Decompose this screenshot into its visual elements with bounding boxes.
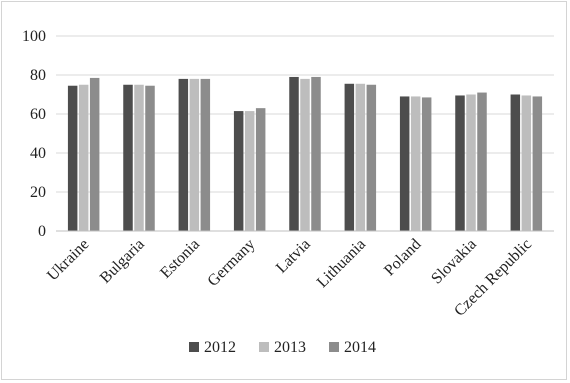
bar-2012-latvia [289,76,299,231]
bar-2012-lithuania [344,83,355,232]
bar-2013-estonia [189,78,200,232]
y-tick-label: 20 [30,184,46,201]
x-category-label: Lithuania [314,236,369,291]
bar-2012-poland [399,96,410,231]
legend-label-2014: 2014 [344,339,376,356]
y-tick-label: 60 [30,106,46,123]
bar-2013-slovakia [466,94,476,231]
x-category-label: Slovakia [428,236,480,288]
bar-2012-germany [233,111,244,231]
bar-2013-lithuania [355,83,366,232]
bar-2012-slovakia [455,95,465,231]
bars [67,76,543,232]
bar-2013-poland [410,96,421,231]
y-tick-label: 0 [38,223,46,240]
bar-2013-bulgaria [134,84,144,231]
bar-2013-latvia [300,78,310,232]
bar-2014-poland [421,97,432,231]
x-category-label: Germany [204,236,258,290]
bar-2014-lithuania [366,84,377,231]
x-axis-labels: Ukraine Bulgaria Estonia Germany Latvia Lithu… [44,236,535,320]
legend-swatch-2014 [329,342,339,352]
bar-2012-czech-republic [510,94,521,231]
bar-2014-estonia [200,78,211,232]
x-category-label: Poland [381,236,424,279]
x-category-label: Estonia [157,236,203,282]
legend: 2012 2013 2014 [189,339,376,356]
y-tick-label: 80 [30,67,46,84]
bar-2012-ukraine [67,85,78,231]
y-tick-label: 100 [22,28,46,45]
bar-2013-czech-republic [521,95,532,231]
bar-2014-czech-republic [532,96,543,231]
bar-2012-bulgaria [123,84,133,231]
bar-2014-latvia [311,76,321,231]
x-category-label: Latvia [273,236,314,277]
legend-label-2012: 2012 [204,339,236,356]
y-axis-ticks: 0 20 40 60 80 100 [22,28,46,240]
bar-2014-slovakia [477,92,487,231]
bar-2012-estonia [178,78,189,232]
legend-swatch-2013 [259,342,269,352]
bar-2014-ukraine [89,77,100,231]
x-category-label: Ukraine [44,236,92,284]
bar-2013-ukraine [78,84,89,231]
legend-label-2013: 2013 [274,339,306,356]
y-tick-label: 40 [30,145,46,162]
bar-2013-germany [244,111,255,231]
bar-2014-germany [255,108,266,231]
bar-2014-bulgaria [145,85,155,231]
legend-swatch-2012 [189,342,199,352]
x-category-label: Bulgaria [97,236,148,287]
